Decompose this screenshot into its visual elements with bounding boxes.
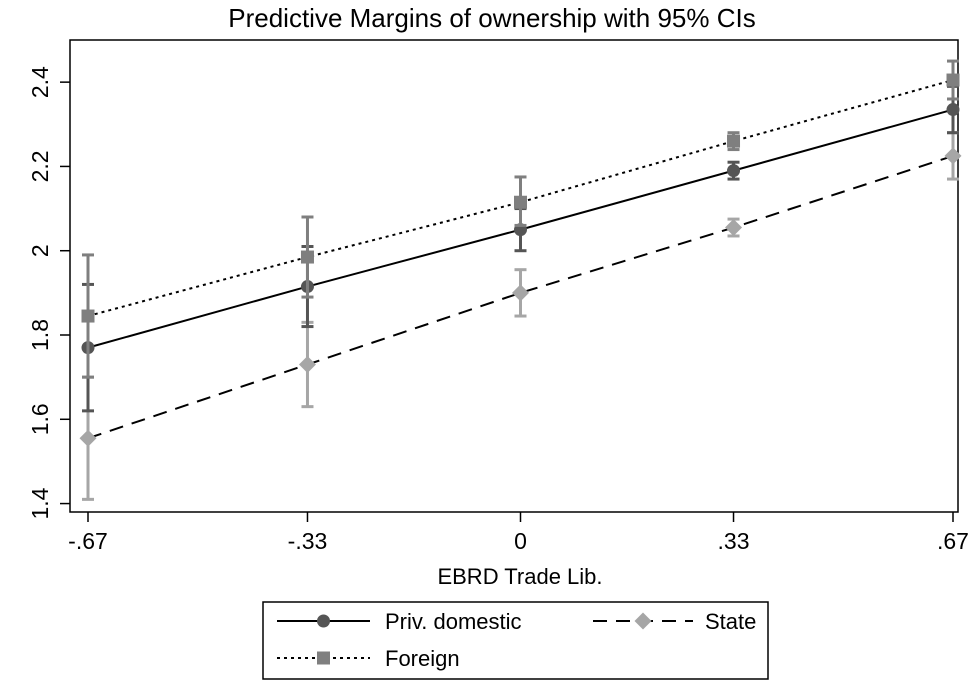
x-tick-label: .33 <box>718 528 750 554</box>
legend-label: State <box>705 609 756 634</box>
y-tick-label: 1.8 <box>27 319 53 351</box>
data-point <box>79 429 97 447</box>
legend-marker <box>317 614 330 628</box>
legend-label: Foreign <box>385 646 460 671</box>
y-tick-label: 2 <box>27 244 53 257</box>
legend-box <box>262 601 769 680</box>
series-line <box>87 79 954 318</box>
data-point <box>946 103 960 117</box>
data-point <box>725 219 743 237</box>
data-point <box>512 284 529 302</box>
y-tick-label: 1.6 <box>27 403 53 435</box>
axes: -.67 -.33 0 .33 .67 1.4 1.6 1.8 2 2.2 2.4 <box>27 66 969 554</box>
data-point <box>81 309 95 323</box>
y-tick-label: 2.4 <box>27 66 53 98</box>
data-point <box>300 250 314 264</box>
data-point <box>944 147 962 165</box>
x-tick-label: 0 <box>514 528 527 554</box>
data-point <box>946 73 960 87</box>
chart-title: Predictive Margins of ownership with 95%… <box>228 3 755 33</box>
y-tick-label: 2.2 <box>27 150 53 182</box>
legend-marker <box>634 612 652 630</box>
series-priv-domestic <box>81 84 960 413</box>
series-foreign <box>81 59 960 379</box>
data-point <box>727 164 741 178</box>
legend-marker <box>317 651 330 665</box>
x-tick-label: -.67 <box>68 528 108 554</box>
y-tick-label: 1.4 <box>27 487 53 519</box>
data-point <box>727 134 741 148</box>
x-tick-label: -.33 <box>288 528 328 554</box>
legend-label: Priv. domestic <box>385 609 522 634</box>
x-tick-label: .67 <box>937 528 969 554</box>
series-layer <box>79 59 962 501</box>
data-point <box>514 195 527 209</box>
legend: Priv. domestic State Foreign <box>262 601 769 680</box>
x-axis-label: EBRD Trade Lib. <box>437 564 602 589</box>
data-point <box>298 356 316 373</box>
plot-area <box>69 39 959 513</box>
